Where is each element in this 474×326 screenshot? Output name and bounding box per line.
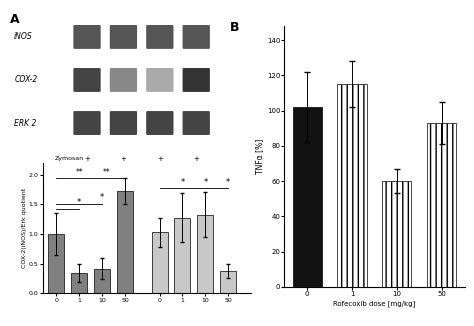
Bar [337,84,366,287]
Bar [292,107,322,287]
Text: *: * [180,178,184,187]
FancyBboxPatch shape [110,25,137,49]
Bar [94,269,110,293]
FancyBboxPatch shape [146,111,173,135]
Bar [71,273,87,293]
Text: *: * [203,178,208,187]
Text: B: B [230,21,240,34]
FancyBboxPatch shape [110,68,137,92]
Text: A: A [9,13,19,26]
FancyBboxPatch shape [182,111,210,135]
FancyBboxPatch shape [146,68,173,92]
FancyBboxPatch shape [110,111,137,135]
Text: 0: 0 [85,174,89,180]
Bar [427,123,456,287]
Text: COX-2: COX-2 [14,76,37,84]
Text: 50: 50 [192,174,201,180]
Text: *: * [226,178,230,187]
FancyBboxPatch shape [182,25,210,49]
X-axis label: Rofecoxib dose [mg/kg]: Rofecoxib dose [mg/kg] [333,300,416,306]
Bar [117,191,133,293]
Bar [220,271,237,293]
Bar [152,232,168,293]
Text: **: ** [103,168,111,177]
FancyBboxPatch shape [146,25,173,49]
Text: iNOS: iNOS [14,33,33,41]
Text: Rofecoxib [mg/kg]: Rofecoxib [mg/kg] [55,174,112,179]
Bar [197,215,213,293]
Text: +: + [157,156,163,162]
FancyBboxPatch shape [182,68,210,92]
Y-axis label: COX-2(iNOS)/Erk quotient: COX-2(iNOS)/Erk quotient [22,188,27,268]
Text: Zymosan: Zymosan [55,156,84,161]
Bar [174,217,191,293]
Text: +: + [120,156,127,162]
Text: *: * [100,193,104,202]
Text: ERK 2: ERK 2 [14,119,36,127]
Text: **: ** [75,168,83,177]
Bar [383,181,411,287]
FancyBboxPatch shape [73,25,100,49]
Text: +: + [193,156,199,162]
Text: 10: 10 [155,174,164,180]
Bar [48,234,64,293]
Text: +: + [84,156,90,162]
FancyBboxPatch shape [73,68,100,92]
Text: 1: 1 [121,174,126,180]
Text: *: * [77,198,82,207]
FancyBboxPatch shape [73,111,100,135]
Y-axis label: TNFα [%]: TNFα [%] [255,139,264,174]
